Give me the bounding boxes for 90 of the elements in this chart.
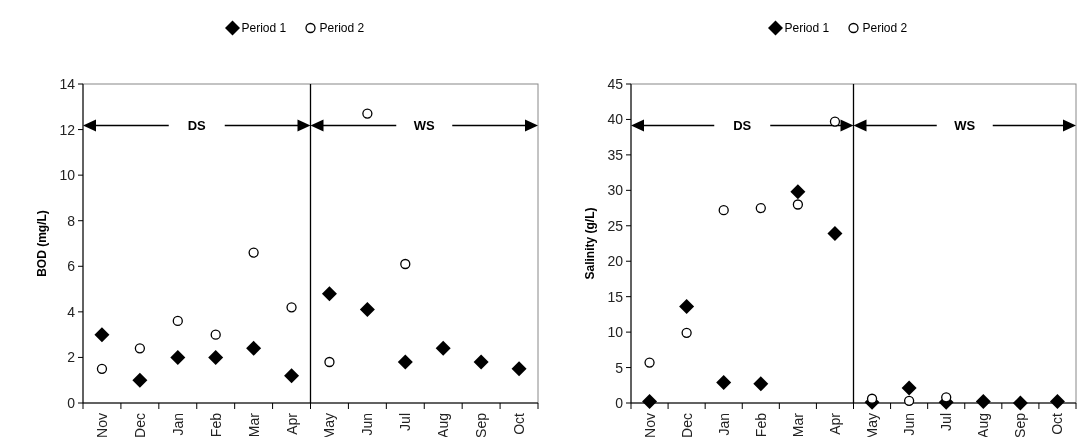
y-tick-label: 10 <box>607 324 624 341</box>
y-tick-label: 15 <box>607 288 624 305</box>
annotation: WS <box>413 118 436 134</box>
point <box>132 372 148 388</box>
point <box>172 315 183 327</box>
y-tick-label: 20 <box>607 253 624 270</box>
y-tick-label: 5 <box>615 359 624 376</box>
y-axis-title: Salinity (g/L) <box>583 207 597 280</box>
point <box>94 327 110 343</box>
point <box>284 368 300 384</box>
y-tick-label: 4 <box>67 303 76 320</box>
point <box>400 258 411 270</box>
point <box>321 286 337 302</box>
point <box>96 363 108 374</box>
x-tick-label: Oct <box>511 412 528 435</box>
x-tick-label: Aug <box>435 413 452 438</box>
x-tick-label: Apr <box>826 412 843 435</box>
point <box>511 361 527 377</box>
point <box>170 349 186 365</box>
y-tick-label: 40 <box>607 111 624 128</box>
point <box>755 202 766 214</box>
x-tick-label: Sep <box>1012 412 1029 438</box>
point <box>286 302 297 313</box>
x-tick-label: Jun <box>901 413 918 436</box>
x-tick-label: Feb <box>207 412 224 438</box>
x-tick-label: Apr <box>283 412 300 435</box>
y-tick-label: 25 <box>607 217 624 234</box>
point <box>359 302 375 318</box>
point <box>975 394 991 410</box>
y-tick-label: 14 <box>59 76 76 92</box>
x-tick-label: Aug <box>975 413 992 438</box>
y-tick-label: 45 <box>607 76 624 92</box>
x-tick-label: Jun <box>359 413 376 436</box>
y-tick-label: 2 <box>67 349 76 366</box>
y-tick-label: 0 <box>615 395 624 411</box>
point <box>210 329 221 340</box>
point <box>473 354 489 370</box>
x-tick-label: Oct <box>1049 412 1066 435</box>
x-tick-label: Jan <box>715 413 732 436</box>
point <box>644 357 655 368</box>
point <box>829 116 841 127</box>
y-tick-label: 35 <box>607 146 624 163</box>
point <box>248 247 259 258</box>
point <box>134 343 146 354</box>
x-tick-label: Dec <box>131 413 148 438</box>
point <box>435 340 451 356</box>
point <box>397 354 413 370</box>
y-tick-label: 30 <box>607 182 624 199</box>
point <box>681 327 692 338</box>
point <box>679 299 695 315</box>
point <box>642 394 658 410</box>
point <box>246 340 262 356</box>
point <box>866 393 878 404</box>
point <box>1049 394 1065 410</box>
x-tick-label: Sep <box>473 412 490 438</box>
legend-label: Period 1 <box>784 21 830 35</box>
point <box>901 380 917 396</box>
point <box>790 184 806 200</box>
x-tick-label: Mar <box>245 412 262 438</box>
point <box>718 205 729 216</box>
x-tick-label: Feb <box>752 412 769 438</box>
annotation: DS <box>733 118 752 134</box>
annotation: DS <box>187 118 207 134</box>
legend-label: Period 2 <box>862 21 908 35</box>
y-tick-label: 10 <box>59 167 76 184</box>
annotation: WS <box>954 118 976 134</box>
y-tick-label: 8 <box>67 212 76 229</box>
y-tick-label: 0 <box>67 395 76 411</box>
x-tick-label: Dec <box>678 413 695 438</box>
legend-label: Period 2 <box>319 21 365 35</box>
point <box>362 108 373 119</box>
y-tick-label: 6 <box>67 258 76 275</box>
point <box>324 356 335 368</box>
point <box>941 392 952 403</box>
x-tick-label: Nov <box>641 413 658 438</box>
point <box>903 395 915 407</box>
point <box>792 199 804 210</box>
x-tick-label: Jul <box>397 413 414 431</box>
point <box>827 226 843 242</box>
x-tick-label: Mar <box>789 412 806 438</box>
point <box>208 349 224 365</box>
x-tick-label: Jan <box>169 413 186 436</box>
legend-label: Period 1 <box>241 21 287 35</box>
point <box>753 376 769 392</box>
y-axis-title: BOD (mg/L) <box>35 210 49 277</box>
x-tick-label: Nov <box>93 413 110 438</box>
point <box>1012 395 1028 411</box>
point <box>716 374 732 390</box>
y-tick-label: 12 <box>59 121 76 138</box>
x-tick-label: Jul <box>938 413 955 431</box>
